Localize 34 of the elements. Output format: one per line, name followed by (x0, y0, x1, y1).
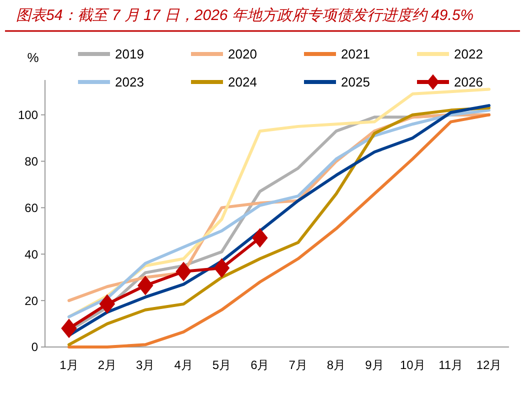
x-tick-label: 1月 (60, 358, 78, 372)
x-tick-label: 7月 (288, 358, 308, 372)
y-tick-label: 40 (24, 247, 38, 262)
legend-label: 2021 (341, 46, 370, 62)
legend-label: 2023 (115, 74, 144, 90)
x-tick-label: 8月 (326, 358, 346, 372)
point (252, 228, 268, 248)
point (176, 262, 192, 282)
x-tick-label: 10月 (400, 358, 426, 372)
legend-label: 2024 (228, 74, 257, 90)
legend-label: 2025 (341, 74, 370, 90)
x-tick-label: 6月 (250, 358, 270, 372)
x-tick-label: 3月 (136, 358, 155, 372)
y-tick-label: 100 (18, 108, 38, 122)
point (137, 276, 154, 296)
x-tick-label: 4月 (174, 358, 193, 372)
y-axis-title: % (27, 50, 40, 65)
x-tick-label: 11月 (438, 358, 464, 372)
point (214, 258, 230, 278)
y-tick-label: 20 (24, 294, 38, 308)
legend-label: 2022 (454, 46, 483, 62)
x-tick-label: 2月 (98, 358, 117, 372)
y-tick-label: 80 (24, 154, 38, 168)
x-tick-label: 5月 (212, 358, 232, 372)
legend-label: 2020 (228, 46, 257, 62)
legend-label: 2019 (115, 46, 144, 62)
legend-label: 2026 (454, 74, 483, 90)
y-tick-label: 60 (24, 200, 38, 215)
point (99, 294, 116, 314)
y-tick-label: 0 (31, 340, 38, 354)
chart-title: 图表54：截至 7 月 17 日，2026 年地方政府专项债发行进度约 49.5% (16, 7, 474, 24)
x-tick-label: 9月 (365, 358, 384, 372)
x-tick-label: 12月 (476, 358, 502, 372)
point (61, 318, 77, 338)
